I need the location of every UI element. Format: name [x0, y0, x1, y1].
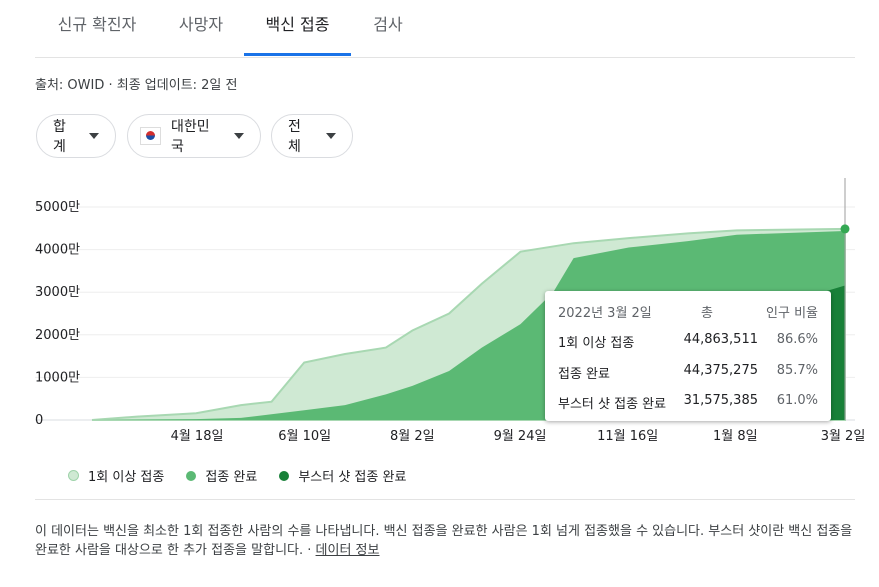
y-tick-label: 0	[35, 413, 43, 428]
y-tick-label: 4000만	[35, 243, 80, 258]
x-tick-label: 9월 24일	[494, 429, 547, 444]
legend-label: 부스터 샷 접종 완료	[298, 470, 407, 485]
tab-deaths[interactable]: 사망자	[178, 15, 224, 34]
x-tick-label: 1월 8일	[713, 429, 758, 444]
tooltip-row-label: 1회 이상 접종	[558, 336, 635, 351]
x-tick-label: 6월 10일	[278, 429, 331, 444]
y-tick-label: 3000만	[35, 285, 80, 300]
x-tick-label: 8월 2일	[390, 429, 435, 444]
caret-down-icon	[326, 133, 336, 139]
tooltip-row-ratio: 61.0%	[776, 393, 818, 408]
divider	[35, 499, 855, 500]
measure-label: 합계	[53, 119, 66, 155]
tab-tests[interactable]: 검사	[373, 15, 403, 34]
legend-item[interactable]: 접종 완료	[186, 466, 257, 485]
footnote-separator: ·	[303, 543, 316, 558]
tooltip-row-ratio: 85.7%	[776, 363, 818, 378]
scope-label: 전체	[288, 119, 301, 155]
measure-dropdown[interactable]: 합계	[36, 114, 116, 158]
data-tooltip: 2022년 3월 2일 총 인구 비율 1회 이상 접종 44,863,511 …	[545, 291, 831, 421]
x-tick-label: 4월 18일	[171, 429, 224, 444]
x-tick-label: 11월 16일	[597, 429, 658, 444]
legend-dot-icon	[186, 470, 197, 481]
caret-down-icon	[89, 133, 99, 139]
tab-bar: 신규 확진자 사망자 백신 접종 검사	[35, 0, 855, 58]
tooltip-row-total: 44,863,511	[683, 332, 758, 347]
data-info-link[interactable]: 데이터 정보	[315, 543, 380, 558]
caret-down-icon	[234, 133, 244, 139]
tab-new-cases[interactable]: 신규 확진자	[57, 15, 137, 34]
tooltip-col-ratio: 인구 비율	[766, 306, 818, 321]
tooltip-row-ratio: 86.6%	[776, 332, 818, 347]
source-text: 출처: OWID · 최종 업데이트: 2일 전	[35, 78, 238, 93]
scope-dropdown[interactable]: 전체	[271, 114, 353, 158]
legend-dot-icon	[279, 470, 290, 481]
legend-label: 1회 이상 접종	[88, 470, 165, 485]
legend-item[interactable]: 부스터 샷 접종 완료	[279, 466, 406, 485]
legend-dot-icon	[68, 470, 79, 481]
legend-label: 접종 완료	[205, 470, 258, 485]
y-tick-label: 1000만	[35, 370, 80, 385]
korea-flag-icon	[140, 127, 162, 145]
x-tick-label: 3월 2일	[821, 429, 866, 444]
tooltip-row-total: 31,575,385	[683, 393, 758, 408]
y-tick-label: 2000만	[35, 328, 80, 343]
chart-legend: 1회 이상 접종 접종 완료 부스터 샷 접종 완료	[68, 466, 428, 485]
footnote: 이 데이터는 백신을 최소한 1회 접종한 사람의 수를 나타냅니다. 백신 접…	[35, 522, 853, 560]
legend-item[interactable]: 1회 이상 접종	[68, 466, 164, 485]
tooltip-date: 2022년 3월 2일	[558, 306, 652, 321]
country-label: 대한민국	[171, 119, 210, 155]
footnote-text: 이 데이터는 백신을 최소한 1회 접종한 사람의 수를 나타냅니다. 백신 접…	[35, 524, 853, 558]
tooltip-col-total: 총	[701, 306, 713, 321]
tooltip-row-label: 부스터 샷 접종 완료	[558, 397, 667, 412]
hover-point	[840, 224, 850, 234]
y-tick-label: 5000만	[35, 200, 80, 215]
country-dropdown[interactable]: 대한민국	[127, 114, 261, 158]
tooltip-row-label: 접종 완료	[558, 367, 610, 382]
tab-vaccinations[interactable]: 백신 접종	[244, 0, 351, 56]
tooltip-row-total: 44,375,275	[683, 363, 758, 378]
